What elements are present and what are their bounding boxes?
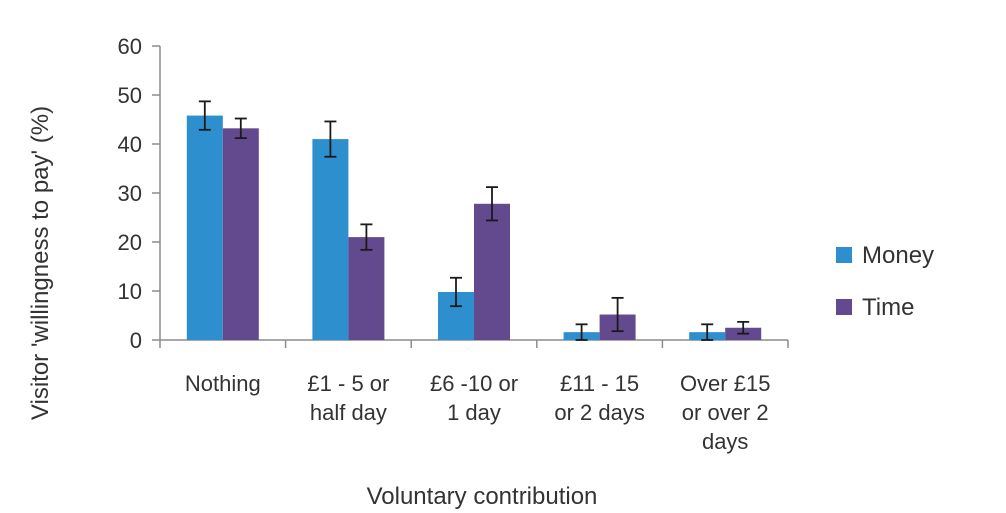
y-tick-label: 40 — [118, 132, 142, 157]
legend-swatch — [836, 247, 852, 263]
bars — [186, 115, 762, 340]
bar — [186, 115, 223, 340]
y-tick-label: 50 — [118, 83, 142, 108]
x-tick-label: Over £15 or over 2 days — [680, 371, 771, 454]
y-axis-label: Visitor 'willingness to pay' (%) — [27, 106, 54, 420]
legend: Money Time — [836, 242, 934, 321]
x-tick-label: £11 - 15 or 2 days — [554, 371, 645, 425]
legend-label: Time — [862, 294, 914, 321]
bar — [348, 237, 385, 340]
x-tick-label: £6 -10 or 1 day — [430, 371, 518, 425]
y-tick-label: 10 — [118, 279, 142, 304]
x-tick-label: Nothing — [185, 371, 261, 396]
y-tick-label: 0 — [130, 328, 142, 353]
x-axis-label: Voluntary contribution — [367, 483, 598, 510]
bar — [222, 128, 259, 340]
axes — [152, 45, 789, 348]
y-tick-label: 60 — [118, 34, 142, 59]
x-tick-labels: Nothing £1 - 5 or half day £6 -10 or 1 day £1… — [185, 371, 771, 454]
y-tick-label: 30 — [118, 181, 142, 206]
legend-swatch — [836, 299, 852, 315]
error-bars — [198, 100, 750, 341]
bar — [474, 203, 510, 340]
y-tick-label: 20 — [118, 230, 142, 255]
bar — [312, 139, 349, 340]
legend-label: Money — [862, 242, 934, 269]
y-tick-labels: 0 10 20 30 40 50 60 — [118, 34, 142, 353]
x-tick-label: £1 - 5 or half day — [307, 371, 389, 425]
